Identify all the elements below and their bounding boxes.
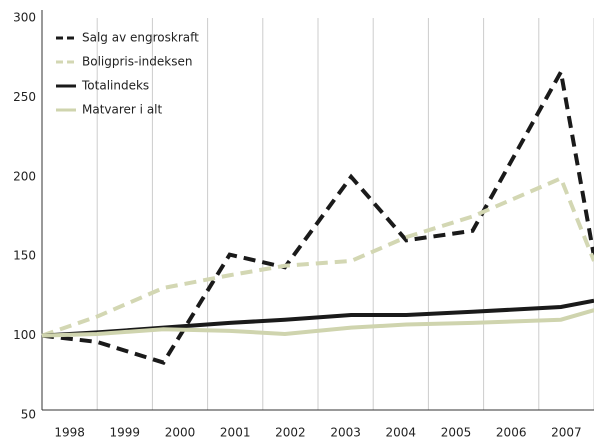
x-tick-label: 2004 [386,426,417,440]
legend-label: Matvarer i alt [82,103,163,117]
y-tick-label: 200 [13,169,36,183]
x-tick-label: 2007 [551,426,582,440]
y-tick-label: 100 [13,328,36,342]
y-tick-label: 300 [13,11,36,25]
legend-label: Totalindeks [81,79,149,93]
x-tick-label: 2005 [441,426,472,440]
series-line [41,66,594,365]
x-tick-label: 2003 [330,426,361,440]
y-tick-label: 250 [13,90,36,104]
series-line [41,308,594,338]
x-tick-label: 2000 [165,426,196,440]
legend-label: Boligpris-indeksen [82,55,192,69]
x-tick-label: 1998 [54,426,85,440]
x-tick-label: 2006 [496,426,527,440]
x-tick-label: 2002 [275,426,306,440]
x-tick-label: 2001 [220,426,251,440]
y-tick-label: 150 [13,249,36,263]
x-tick-label: 1999 [110,426,141,440]
series-line [41,175,594,338]
legend-label: Salg av engroskraft [82,31,199,45]
y-tick-label: 50 [21,408,36,422]
